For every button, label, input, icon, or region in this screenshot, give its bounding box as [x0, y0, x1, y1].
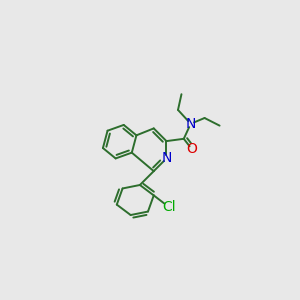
- Text: O: O: [186, 142, 197, 156]
- Text: N: N: [185, 117, 196, 131]
- Text: Cl: Cl: [162, 200, 175, 214]
- Text: N: N: [161, 152, 172, 165]
